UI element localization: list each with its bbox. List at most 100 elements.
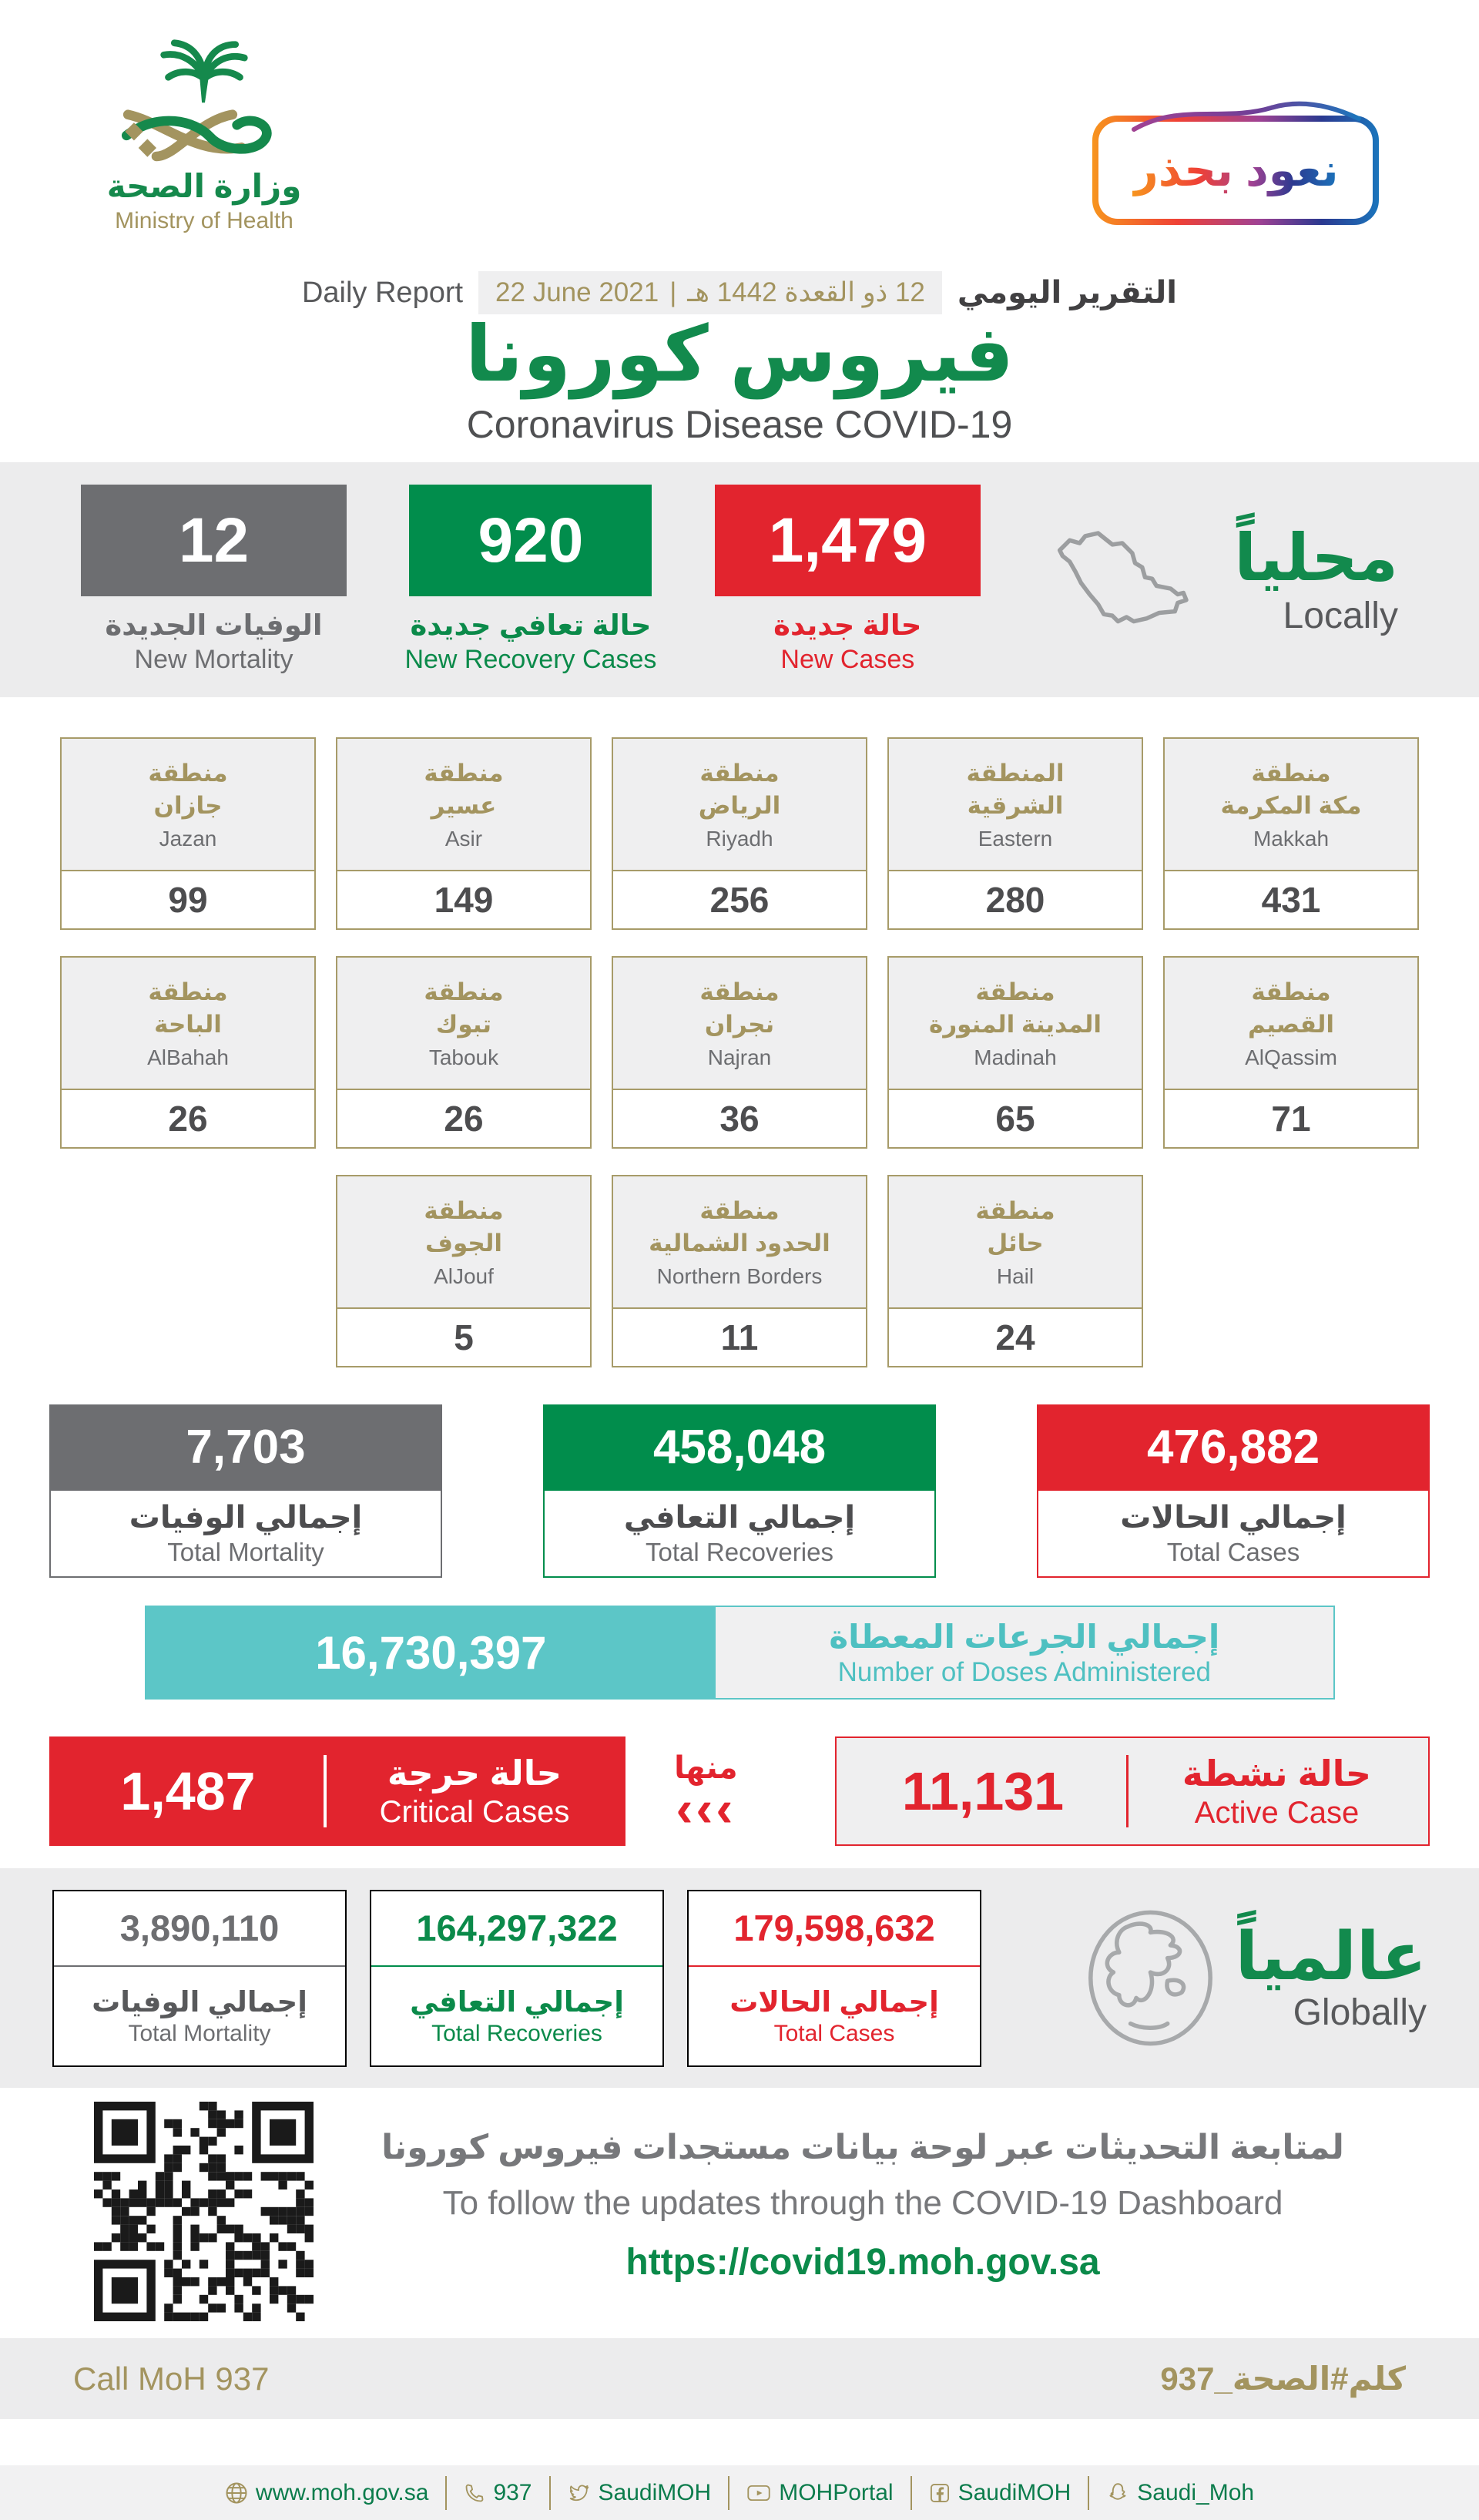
footer-label: SaudiMOH [957,2479,1072,2505]
region-en: Asir [444,827,483,851]
dashboard-section: لمتابعة التحديثات عبر لوحة بيانات مستجدا… [0,2088,1479,2338]
footer-divider [728,2475,730,2510]
critical-cases-box: 1,487 حالة حرجة Critical Cases [49,1736,625,1846]
region-ar-line2: جازان [153,791,223,819]
globe-icon [226,2482,247,2503]
footer-item-youtube[interactable]: MOHPortal [746,2480,894,2506]
region-en: AlQassim [1245,1045,1337,1070]
moh-name-english: Ministry of Health [115,208,293,233]
total-mortality-label-ar: إجمالي الوفيات [129,1500,363,1535]
region-ar-line2: نجران [704,1010,775,1038]
critical-cases-label-en: Critical Cases [379,1795,570,1829]
doses-section: 16,730,397 إجمالي الجرعات المعطاة Number… [0,1591,1479,1714]
locally-heading-ar: محلياً [1234,521,1398,594]
active-case-label-ar: حالة نشطة [1182,1753,1372,1794]
doses-label-ar: إجمالي الجرعات المعطاة [829,1618,1220,1655]
divider [689,1965,980,1967]
region-ar-line2: الباحة [154,1010,222,1038]
doses-value: 16,730,397 [146,1607,716,1698]
footer-item-website[interactable]: www.moh.gov.sa [225,2479,429,2506]
header: وزارة الصحة Ministry of Health نعود بحذر… [0,0,1479,462]
region-ar-line2: الشرقية [967,791,1064,819]
critical-cases-value: 1,487 [120,1761,256,1821]
total-cases-label-en: Total Cases [1166,1537,1300,1566]
dashboard-text-ar: لمتابعة التحديثات عبر لوحة بيانات مستجدا… [381,2129,1344,2166]
footer-label: Saudi_Moh [1137,2479,1255,2505]
region-card-tabouk: منطقة تبوك Tabouk 26 [336,956,592,1149]
region-en: AlJouf [434,1264,494,1289]
return-with-caution-badge: نعود بحذر [1092,101,1379,225]
region-ar-line2: مكة المكرمة [1220,791,1362,819]
region-value: 5 [337,1309,590,1366]
page-title-english: Coronavirus Disease COVID-19 [466,403,1013,446]
doses-band: 16,730,397 إجمالي الجرعات المعطاة Number… [144,1606,1335,1700]
globally-heading-en: Globally [1293,1992,1427,2034]
total-recoveries-label-ar: إجمالي التعافي [623,1500,856,1535]
global-cases-label-en: Total Cases [773,2020,895,2046]
new-mortality-stat: 12 الوفيات الجديدة New Mortality [81,485,347,675]
new-mortality-label-ar: الوفيات الجديدة [105,609,323,641]
region-ar-line1: المنطقة [966,759,1065,787]
region-value: 99 [62,871,314,928]
new-cases-stat: 1,479 حالة جديدة New Cases [714,485,981,675]
of-which-label: منها [674,1751,738,1786]
snapchat-icon [1109,2482,1126,2500]
region-ar-line2: الجوف [424,1229,503,1257]
spacer [0,2419,1479,2465]
region-card-jazan: منطقة جازان Jazan 99 [60,737,316,930]
total-mortality-label-en: Total Mortality [167,1537,324,1566]
daily-report-label-ar: التقرير اليومي [957,276,1178,310]
region-value: 280 [889,871,1142,928]
total-recoveries-card: 458,048 إجمالي التعافي Total Recoveries [543,1404,936,1578]
call-moh-label: Call MoH 937 [73,2360,270,2397]
date-hijri: 12 ذو القعدة 1442 هـ [687,277,925,307]
footer-item-facebook[interactable]: SaudiMOH [929,2479,1072,2506]
global-mortality-label-en: Total Mortality [128,2020,271,2046]
region-ar-line2: الرياض [698,791,781,819]
footer-label: www.moh.gov.sa [255,2479,429,2505]
saudi-map-icon [1058,530,1189,623]
date-gregorian: 22 June 2021 [495,277,659,307]
region-card-aljouf: منطقة الجوف AlJouf 5 [336,1175,592,1367]
region-card-hail: منطقة حائل Hail 24 [887,1175,1143,1367]
region-value: 71 [1165,1090,1417,1147]
globe-icon [1088,1910,1212,2046]
new-recovery-label-ar: حالة تعافي جديدة [410,609,652,641]
footer-label: 937 [493,2479,532,2505]
new-cases-label-ar: حالة جديدة [773,609,922,641]
region-ar-line2: حائل [987,1229,1044,1257]
global-mortality-card: 3,890,110 إجمالي الوفيات Total Mortality [52,1889,347,2067]
dashboard-url-link[interactable]: https://covid19.moh.gov.sa [625,2242,1100,2283]
locally-section: 12 الوفيات الجديدة New Mortality 920 حال… [0,462,1479,697]
moh-name-arabic: وزارة الصحة [106,168,302,204]
divider [54,1965,345,1967]
region-ar-line1: منطقة [1251,759,1331,787]
region-en: Northern Borders [656,1264,823,1289]
region-ar-line1: منطقة [699,1196,780,1224]
region-card-asir: منطقة عسير Asir 149 [336,737,592,930]
footer-label: SaudiMOH [598,2479,712,2505]
global-cases-card: 179,598,632 إجمالي الحالات Total Cases [687,1889,981,2067]
active-case-label-en: Active Case [1194,1795,1360,1830]
global-recoveries-label-en: Total Recoveries [431,2020,602,2046]
footer-item-snapchat[interactable]: Saudi_Moh [1106,2480,1254,2506]
report-date-chip: 22 June 2021 | 12 ذو القعدة 1442 هـ [478,271,942,314]
active-case-box: 11,131 حالة نشطة Active Case [835,1736,1430,1846]
total-mortality-value: 7,703 [49,1404,442,1491]
global-mortality-value: 3,890,110 [119,1908,280,1948]
badge-swoosh [1132,101,1361,132]
region-ar-line1: منطقة [424,759,504,787]
footer-item-phone[interactable]: 937 [464,2480,532,2506]
twitter-icon [569,2485,589,2501]
region-ar-line1: منطقة [1251,978,1331,1005]
globally-section: 3,890,110 إجمالي الوفيات Total Mortality… [0,1868,1479,2088]
footer-item-twitter[interactable]: SaudiMOH [568,2479,712,2506]
regions-section: منطقة جازان Jazan 99 منطقة عسير Asir 149 م… [0,697,1479,1391]
region-ar-line2: المدينة المنورة [929,1010,1102,1038]
total-recoveries-label-en: Total Recoveries [646,1537,833,1566]
locally-heading-en: Locally [1283,596,1398,637]
region-ar-line2: القصيم [1247,1010,1335,1038]
region-en: Tabouk [428,1045,499,1070]
region-en: Madinah [974,1045,1057,1070]
facebook-icon [930,2483,949,2502]
